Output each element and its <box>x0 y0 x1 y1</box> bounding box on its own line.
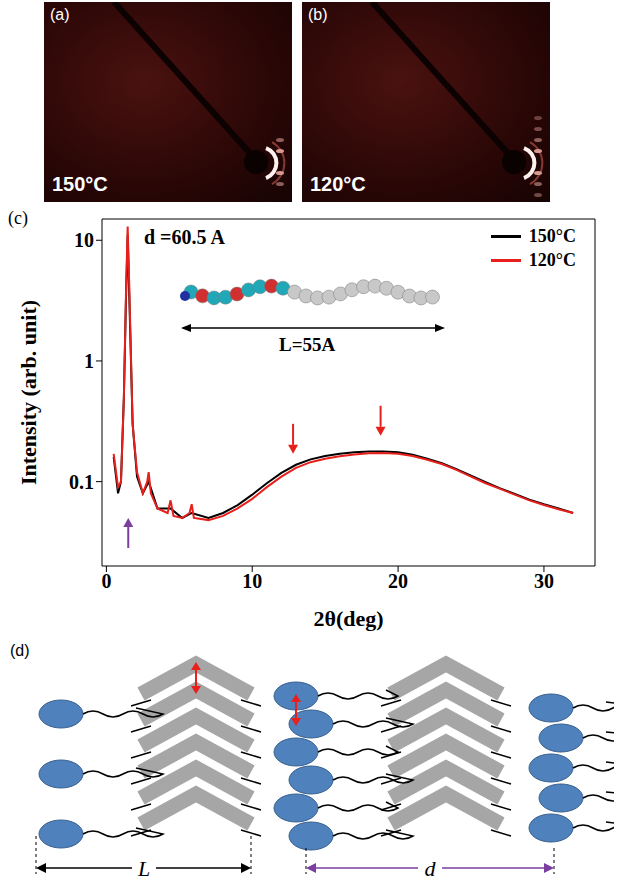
svg-text:L: L <box>137 856 150 881</box>
html-text:d =60.5 A: d =60.5 A <box>144 226 225 248</box>
html-text:150°C: 150°C <box>528 225 576 246</box>
svg-text:10: 10 <box>242 570 262 592</box>
html-text:120°C: 120°C <box>528 249 576 270</box>
svg-text:10: 10 <box>74 229 94 251</box>
svg-text:Intensity (arb. unit): Intensity (arb. unit) <box>16 300 41 485</box>
svg-text:0: 0 <box>101 570 111 592</box>
svg-text:20: 20 <box>388 570 408 592</box>
svg-text:1: 1 <box>84 350 94 372</box>
html-text:L=55A: L=55A <box>279 334 336 355</box>
html-text:120°C: 120°C <box>310 173 366 195</box>
html-text:(b): (b) <box>308 6 328 23</box>
html-text:150°C: 150°C <box>52 173 108 195</box>
svg-text:0.1: 0.1 <box>69 471 94 493</box>
svg-text:(d): (d) <box>10 642 30 659</box>
svg-text:d: d <box>425 856 437 881</box>
html-text:(a): (a) <box>50 6 70 23</box>
svg-text:30: 30 <box>534 570 554 592</box>
svg-text:2θ(deg): 2θ(deg) <box>313 606 383 631</box>
html-text:(c): (c) <box>8 208 28 228</box>
